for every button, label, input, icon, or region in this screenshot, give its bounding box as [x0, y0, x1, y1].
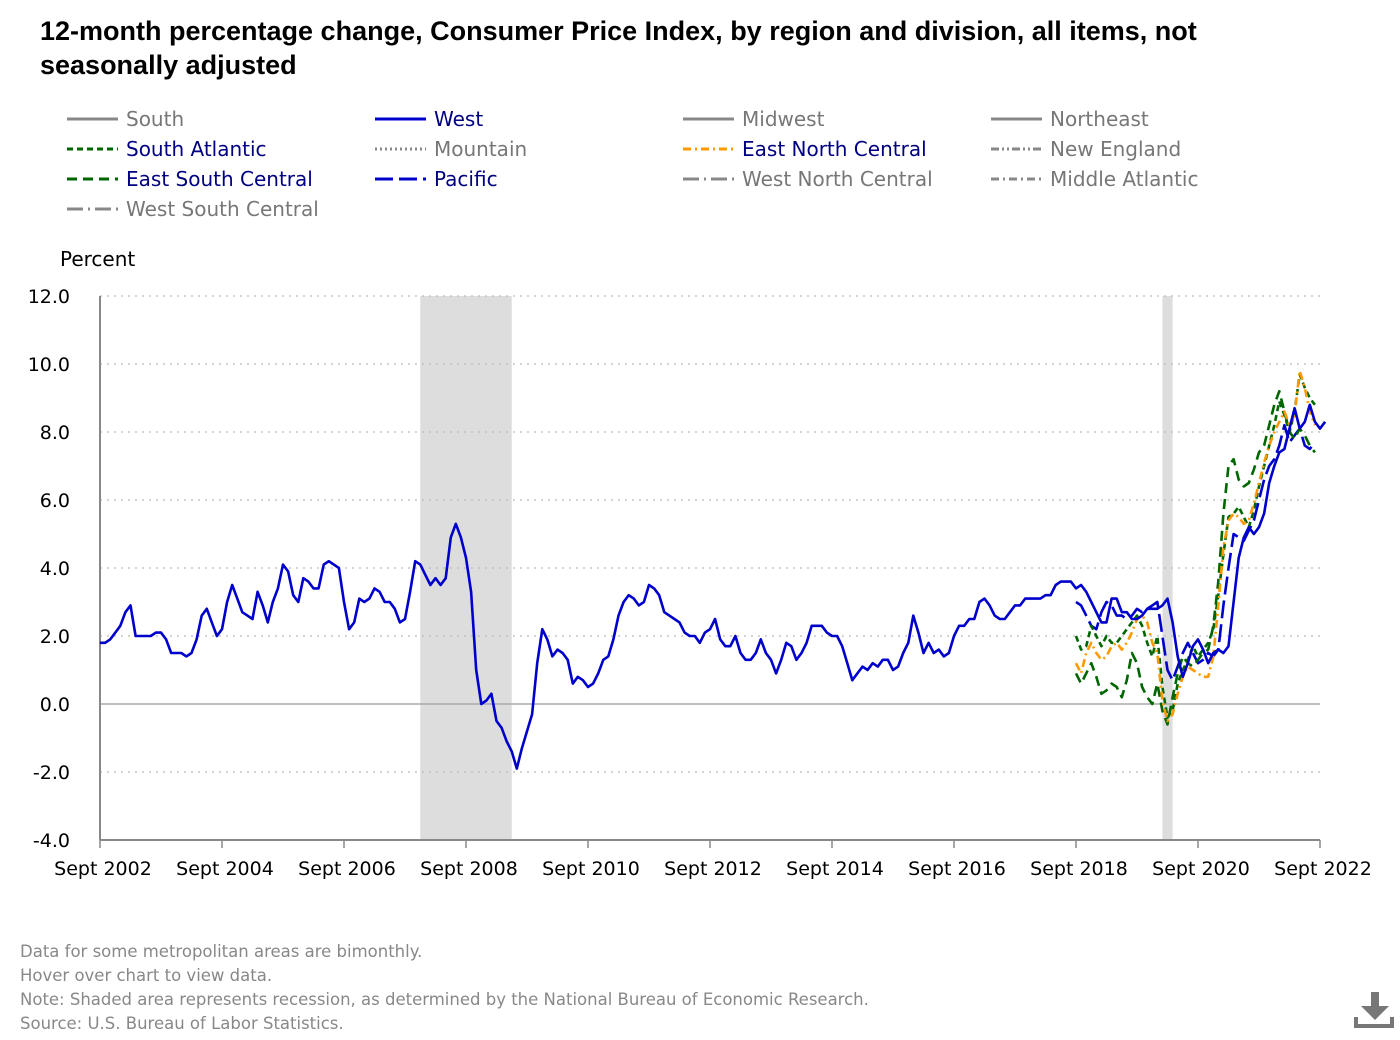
note-source: Source: U.S. Bureau of Labor Statistics. [20, 1014, 344, 1033]
legend-item-pacific[interactable]: Pacific [374, 164, 498, 194]
download-icon [1354, 992, 1394, 1028]
x-tick-label: Sept 2004 [176, 858, 274, 880]
y-tick-label: 2.0 [40, 626, 70, 648]
legend-label: East North Central [742, 137, 927, 161]
legend-swatch [67, 207, 118, 211]
legend-label: East South Central [126, 167, 313, 191]
x-tick-label: Sept 2022 [1274, 858, 1372, 880]
download-button[interactable] [1352, 990, 1396, 1034]
x-tick-label: Sept 2002 [54, 858, 152, 880]
series-line-west[interactable] [100, 403, 1327, 770]
legend-item-west[interactable]: West [374, 104, 483, 134]
y-tick-label: 0.0 [40, 694, 70, 716]
legend-swatch [991, 147, 1042, 151]
legend-item-east-south-central[interactable]: East South Central [66, 164, 313, 194]
y-tick-label: -2.0 [33, 762, 70, 784]
chart-title: 12-month percentage change, Consumer Pri… [40, 16, 1197, 80]
legend-item-mountain[interactable]: Mountain [374, 134, 527, 164]
legend-label: Northeast [1050, 107, 1149, 131]
legend-label: New England [1050, 137, 1182, 161]
legend-label: West North Central [742, 167, 933, 191]
series-line-south-atlantic[interactable] [1074, 372, 1316, 719]
x-tick-label: Sept 2014 [786, 858, 884, 880]
legend-label: Middle Atlantic [1050, 167, 1199, 191]
legend-label: West [434, 107, 484, 131]
legend-item-west-south-central[interactable]: West South Central [66, 194, 319, 224]
series-line-east-north-central[interactable] [1074, 369, 1317, 723]
y-tick-label: -4.0 [33, 830, 70, 852]
y-tick-label: 4.0 [40, 558, 70, 580]
legend-item-northeast[interactable]: Northeast [990, 104, 1149, 134]
note-bimonthly: Data for some metropolitan areas are bim… [20, 942, 423, 961]
legend-item-new-england[interactable]: New England [990, 134, 1181, 164]
series-line-pacific[interactable] [1075, 423, 1316, 682]
legend-label: Pacific [434, 167, 498, 191]
legend-label: South Atlantic [126, 137, 267, 161]
x-tick-label: Sept 2006 [298, 858, 396, 880]
legend-swatch [683, 117, 734, 121]
x-tick-label: Sept 2012 [664, 858, 762, 880]
x-tick-label: Sept 2018 [1030, 858, 1128, 880]
legend-label: South [126, 107, 185, 131]
legend-swatch [67, 147, 118, 151]
note-recession: Note: Shaded area represents recession, … [20, 990, 869, 1009]
legend-label: Midwest [742, 107, 825, 131]
legend-swatch [991, 177, 1042, 181]
y-tick-label: 12.0 [28, 286, 70, 308]
recession-band [1162, 296, 1173, 840]
y-tick-label: 6.0 [40, 490, 70, 512]
legend-item-middle-atlantic[interactable]: Middle Atlantic [990, 164, 1198, 194]
x-tick-label: Sept 2010 [542, 858, 640, 880]
legend-item-south-atlantic[interactable]: South Atlantic [66, 134, 267, 164]
legend-swatch [375, 147, 426, 151]
legend-swatch [375, 177, 426, 181]
x-tick-label: Sept 2020 [1152, 858, 1250, 880]
series-line-east-south-central[interactable] [1074, 389, 1316, 726]
legend-swatch [375, 117, 426, 121]
legend-swatch [67, 117, 118, 121]
legend-item-south[interactable]: South [66, 104, 184, 134]
note-hover: Hover over chart to view data. [20, 966, 273, 985]
legend-label: West South Central [126, 197, 319, 221]
chart-notes: Data for some metropolitan areas are bim… [20, 940, 869, 1036]
legend-swatch [991, 117, 1042, 121]
y-tick-label: 8.0 [40, 422, 70, 444]
legend-swatch [683, 177, 734, 181]
y-axis-label: Percent [60, 247, 135, 271]
legend-swatch [683, 147, 734, 151]
legend: South West Midwest Northeast South Atlantic M… [66, 104, 1396, 228]
x-tick-label: Sept 2016 [908, 858, 1006, 880]
legend-swatch [67, 177, 118, 181]
legend-item-east-north-central[interactable]: East North Central [682, 134, 927, 164]
x-tick-label: Sept 2008 [420, 858, 518, 880]
legend-item-midwest[interactable]: Midwest [682, 104, 824, 134]
y-tick-label: 10.0 [28, 354, 70, 376]
legend-item-west-north-central[interactable]: West North Central [682, 164, 933, 194]
legend-label: Mountain [434, 137, 528, 161]
chart-plot[interactable]: 12.0 10.0 8.0 6.0 4.0 2.0 0.0 -2.0 -4.0 Percent Se… [0, 236, 1400, 896]
